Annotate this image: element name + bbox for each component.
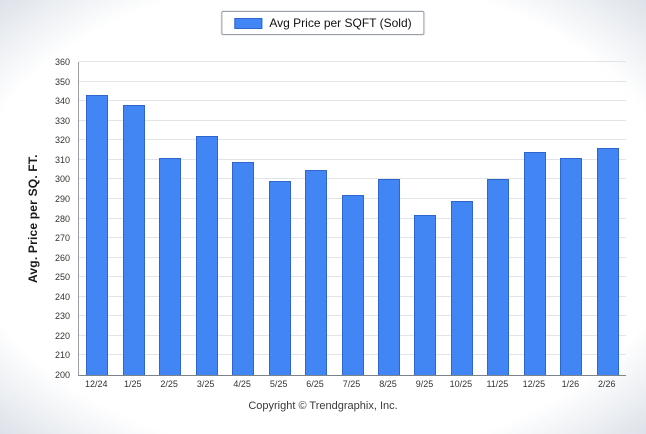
y-tick-label: 290 [54, 193, 70, 204]
x-tick-label: 11/25 [486, 379, 509, 389]
x-tick-label: 9/25 [415, 379, 434, 389]
legend-label: Avg Price per SQFT (Sold) [269, 16, 412, 30]
bar-slot [407, 62, 443, 375]
y-tick-label: 330 [54, 115, 70, 126]
gridline [79, 139, 626, 141]
bar-9/25 [414, 214, 437, 375]
x-tick-label: 8/25 [379, 379, 397, 389]
legend-swatch [234, 17, 263, 29]
y-axis-title: Avg. Price per SQ. FT. [26, 154, 40, 283]
y-tick-label: 210 [54, 350, 70, 361]
y-tick-label: 340 [54, 96, 70, 107]
bar-12/24 [86, 95, 109, 375]
y-tick-label: 200 [54, 370, 70, 380]
x-tick-label: 3/25 [196, 379, 215, 389]
bar-slot [553, 62, 589, 375]
gridline [79, 100, 626, 102]
x-tick-label: 4/25 [233, 379, 251, 389]
bar-1/25 [122, 105, 145, 375]
legend: Avg Price per SQFT (Sold) [221, 11, 425, 35]
y-tick-label: 250 [54, 272, 70, 283]
y-tick-label: 220 [54, 330, 70, 341]
bar-slot [188, 62, 224, 375]
bar-slot [444, 62, 480, 375]
y-tick-label: 350 [54, 76, 70, 87]
bar-slot [371, 62, 407, 375]
bar-slot [334, 62, 370, 375]
bar-8/25 [377, 179, 400, 375]
y-axis-ticks: 200 210 220 230 240 250 260 270 280 290 300 310 320 3… [42, 57, 74, 380]
gridline [79, 61, 626, 62]
x-tick-label: 2/26 [598, 379, 616, 389]
y-tick-label: 270 [54, 233, 70, 244]
y-tick-label: 360 [54, 57, 70, 67]
bar-4/25 [232, 161, 255, 375]
bar-12/25 [523, 152, 546, 375]
x-tick-label: 10/25 [449, 379, 473, 389]
gridline [79, 119, 626, 121]
x-tick-label: 5/25 [269, 379, 288, 389]
x-tick-label: 7/25 [342, 379, 361, 389]
gridline [79, 80, 626, 82]
bar-5/25 [268, 181, 291, 375]
bar-7/25 [341, 195, 364, 375]
bar-slot [298, 62, 334, 375]
bar-slot [261, 62, 297, 375]
y-tick-label: 300 [54, 174, 70, 185]
bar-10/25 [450, 200, 473, 375]
plot-area [78, 61, 626, 376]
y-tick-label: 320 [54, 135, 70, 146]
bar-slot [590, 62, 626, 375]
bar-slot [152, 62, 188, 375]
bar-2/26 [596, 148, 619, 375]
bar-6/25 [305, 169, 328, 375]
x-axis-labels: 12/24 1/25 2/25 3/25 4/25 5/25 6/25 7/25 8/25 9/2… [78, 379, 625, 389]
bar-2/25 [159, 157, 182, 375]
bar-slot [480, 62, 516, 375]
bar-slot [115, 62, 151, 375]
x-tick-label: 12/25 [522, 379, 546, 389]
y-tick-label: 260 [54, 252, 70, 263]
x-tick-label: 2/25 [160, 379, 178, 389]
bar-3/25 [195, 136, 218, 375]
y-tick-label: 230 [54, 311, 70, 322]
x-tick-label: 1/25 [123, 379, 142, 389]
bar-slot [225, 62, 261, 375]
copyright: Copyright © Trendgraphix, Inc. [248, 400, 398, 412]
x-tick-label: 1/26 [561, 379, 580, 389]
y-tick-label: 240 [54, 291, 70, 302]
gridline [79, 158, 626, 160]
x-tick-label: 6/25 [306, 379, 324, 389]
x-tick-label: 12/24 [84, 379, 108, 389]
bar-slot [517, 62, 553, 375]
bar-1/26 [560, 157, 583, 375]
bar-11/25 [487, 179, 510, 375]
gridline [79, 178, 626, 180]
y-tick-label: 310 [54, 154, 70, 165]
bar-slot [79, 62, 115, 375]
y-tick-label: 280 [54, 213, 70, 224]
bars [79, 62, 626, 375]
